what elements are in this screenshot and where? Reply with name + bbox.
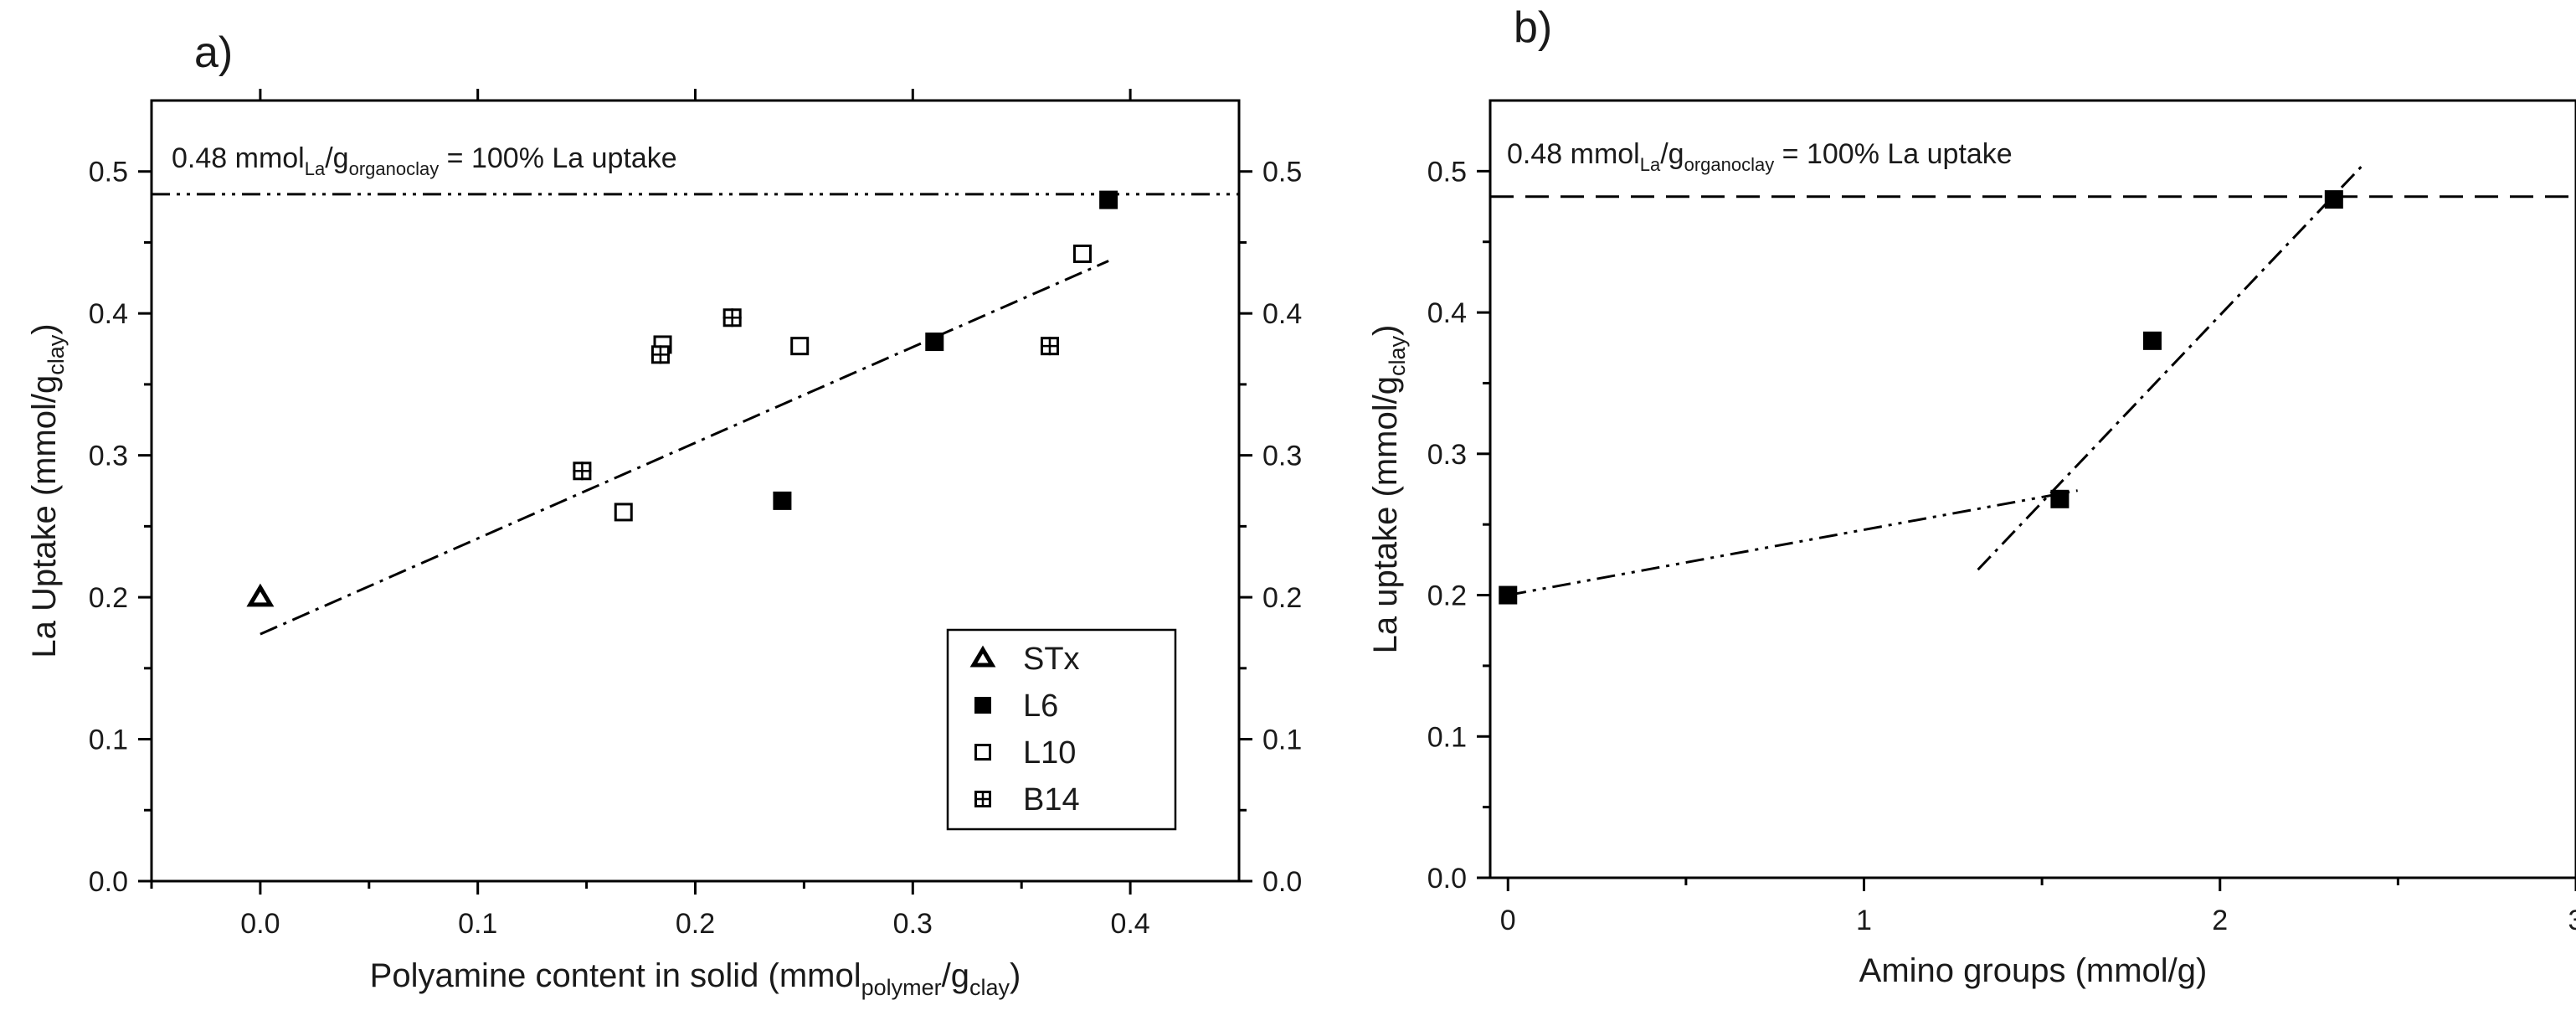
x-tick-label: 0.2 bbox=[676, 908, 715, 940]
legend-marker-l10 bbox=[974, 744, 991, 761]
y-tick-label: 0.2 bbox=[1427, 580, 1467, 612]
x-tick-label: 0.3 bbox=[893, 908, 933, 940]
panel-label: b) bbox=[1514, 3, 1552, 52]
right-y-tick-label: 0.3 bbox=[1262, 441, 1302, 472]
y-tick-label: 0.0 bbox=[89, 866, 128, 898]
x-tick-label: 2 bbox=[2212, 905, 2228, 936]
y-tick-label: 0.4 bbox=[1427, 297, 1467, 329]
right-y-tick-label: 0.4 bbox=[1262, 298, 1302, 330]
panel-b-chart: 0 1 2 3 0.0 0.1 0.2 0.3 0.4 0.5 0.48 mmolLa/gorgan… bbox=[1367, 3, 2576, 989]
data-point-b14 bbox=[573, 462, 592, 481]
x-tick-label: 1 bbox=[1856, 905, 1872, 936]
y-tick-label: 0.3 bbox=[1427, 439, 1467, 471]
data-point-data bbox=[2324, 190, 2343, 209]
data-point-stx bbox=[246, 583, 275, 607]
legend-marker-l6 bbox=[974, 697, 991, 714]
panel-label: a) bbox=[194, 28, 233, 77]
data-point-l10 bbox=[790, 337, 810, 356]
y-tick-label: 0.2 bbox=[89, 582, 128, 614]
legend-marker-stx bbox=[969, 645, 996, 668]
y-tick-label: 0.1 bbox=[89, 724, 128, 756]
x-axis-title: Amino groups (mmol/g) bbox=[1859, 952, 2208, 989]
right-y-tick-label: 0.5 bbox=[1262, 157, 1302, 188]
data-point-data bbox=[2142, 331, 2162, 350]
data-point-l6 bbox=[1099, 190, 1118, 209]
x-tick-label: 0.1 bbox=[458, 908, 497, 940]
data-point-data bbox=[1499, 585, 1518, 605]
x-tick-label: 0.0 bbox=[240, 908, 280, 940]
x-tick-label: 0.4 bbox=[1110, 908, 1149, 940]
right-y-tick-label: 0.1 bbox=[1262, 724, 1302, 756]
panel-a-chart: 0.0 0.1 0.2 0.3 0.4 0.0 0.1 0.2 0.3 0.4 0.5 0.0 0.1 0… bbox=[26, 28, 1302, 1000]
fit-line bbox=[1977, 164, 2363, 571]
data-point-b14 bbox=[650, 345, 670, 364]
data-point-data bbox=[2050, 489, 2070, 508]
x-tick-label: 3 bbox=[2568, 905, 2576, 936]
legend-label-b14: B14 bbox=[1023, 782, 1080, 817]
x-tick-label: 0 bbox=[1500, 905, 1516, 936]
y-tick-label: 0.5 bbox=[89, 157, 128, 188]
y-tick-label: 0.4 bbox=[89, 298, 128, 330]
fit-line bbox=[260, 260, 1109, 636]
data-point-b14 bbox=[722, 308, 742, 327]
right-y-tick-label: 0.0 bbox=[1262, 866, 1302, 898]
legend: STx L6 L10 B14 bbox=[946, 628, 1177, 831]
data-point-l6 bbox=[773, 491, 792, 510]
x-axis-title: Polyamine content in solid (mmolpolymer/… bbox=[370, 957, 1021, 1000]
data-point-l6 bbox=[925, 333, 944, 352]
y-tick-label: 0.0 bbox=[1427, 863, 1467, 895]
annotation-100-percent: 0.48 mmolLa/gorganoclay = 100% La uptake bbox=[172, 142, 677, 179]
y-tick-label: 0.5 bbox=[1427, 156, 1467, 188]
fit-line bbox=[1507, 489, 2078, 597]
y-tick-label: 0.1 bbox=[1427, 721, 1467, 753]
legend-label-l6: L6 bbox=[1023, 688, 1058, 724]
data-point-l10 bbox=[614, 503, 633, 522]
annotation-100-percent: 0.48 mmolLa/gorganoclay = 100% La uptake bbox=[1507, 138, 2013, 175]
legend-marker-b14 bbox=[974, 791, 991, 807]
legend-label-l10: L10 bbox=[1023, 735, 1076, 771]
data-point-l10 bbox=[1072, 245, 1092, 264]
y-axis-title: La uptake (mmol/gclay) bbox=[1367, 325, 1410, 654]
right-y-tick-label: 0.2 bbox=[1262, 582, 1302, 614]
data-point-b14 bbox=[1040, 337, 1059, 356]
plot-frame bbox=[1489, 99, 2576, 879]
y-axis-title: La Uptake (mmol/gclay) bbox=[26, 323, 69, 657]
y-tick-label: 0.3 bbox=[89, 441, 128, 472]
legend-label-stx: STx bbox=[1023, 642, 1080, 677]
